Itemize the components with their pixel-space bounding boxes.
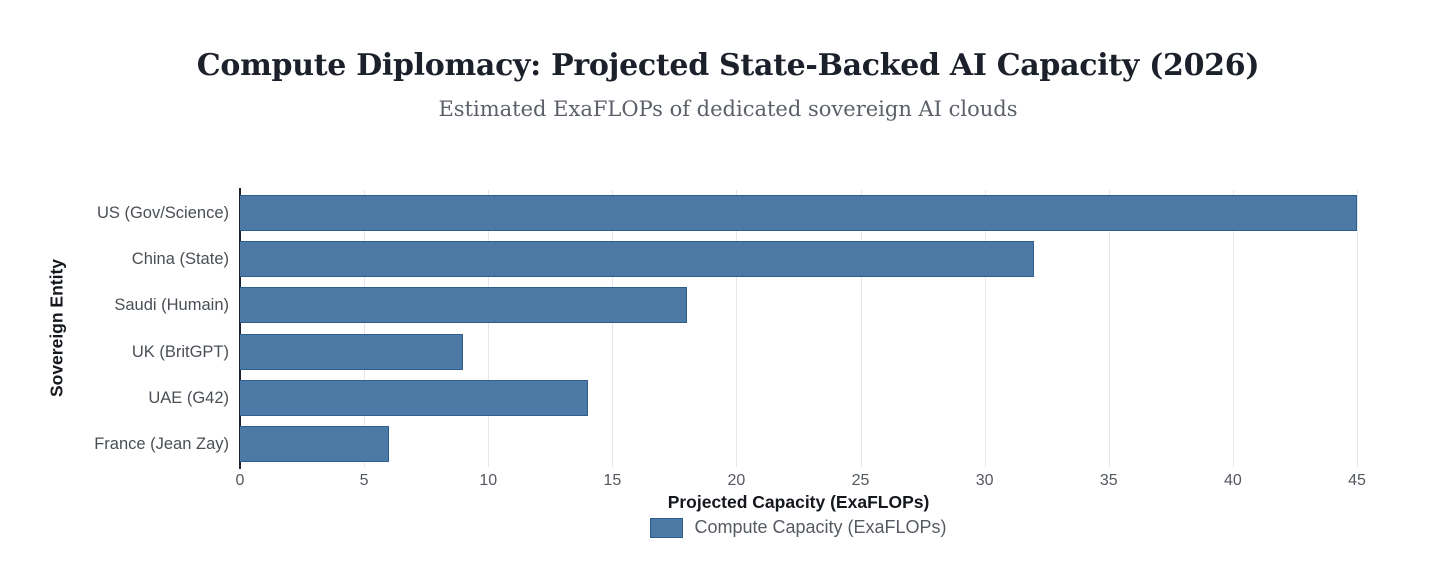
y-tick-label: Saudi (Humain) xyxy=(114,296,229,315)
gridline xyxy=(1357,190,1358,467)
y-tick-label: US (Gov/Science) xyxy=(96,204,229,223)
gridline xyxy=(488,190,490,467)
x-tick-label: 35 xyxy=(1099,472,1118,489)
x-tick-label: 10 xyxy=(479,472,498,489)
y-tick-label: France (Jean Zay) xyxy=(94,434,229,453)
gridline xyxy=(1232,190,1234,467)
x-axis-title: Projected Capacity (ExaFLOPs) xyxy=(667,492,930,512)
y-tick-label: China (State) xyxy=(131,250,229,269)
x-tick-label: 0 xyxy=(235,472,245,489)
legend-label: Compute Capacity (ExaFLOPs) xyxy=(694,517,947,537)
chart-title: Compute Diplomacy: Projected State-Backe… xyxy=(196,48,1260,83)
gridline xyxy=(984,190,986,467)
x-tick-label: 5 xyxy=(359,472,369,489)
x-tick-label: 45 xyxy=(1348,472,1366,489)
x-tick-label: 40 xyxy=(1223,472,1242,489)
y-axis-line xyxy=(239,188,241,469)
x-tick-label: 25 xyxy=(851,472,870,489)
gridline xyxy=(736,190,738,467)
bar xyxy=(240,425,389,462)
bar xyxy=(240,287,687,324)
bar xyxy=(240,333,464,370)
chart-subtitle: Estimated ExaFLOPs of dedicated sovereig… xyxy=(438,97,1018,121)
x-tick-label: 20 xyxy=(727,472,746,489)
plot-area xyxy=(239,188,1358,469)
gridline xyxy=(364,190,366,467)
x-tick-label: 15 xyxy=(603,472,622,489)
y-tick-label: UK (BritGPT) xyxy=(131,342,229,361)
gridline xyxy=(1108,190,1110,467)
gridline xyxy=(612,190,614,467)
gridline xyxy=(860,190,862,467)
legend: Compute Capacity (ExaFLOPs) xyxy=(240,517,1357,538)
x-tick-labels: 0 5 10 15 20 25 30 35 40 45 xyxy=(236,472,1366,492)
bar xyxy=(240,379,588,416)
y-tick-label: UAE (G42) xyxy=(148,388,229,407)
bar xyxy=(240,241,1035,278)
y-tick-labels: US (Gov/Science) China (State) Saudi (Huma… xyxy=(0,190,229,467)
x-tick-label: 30 xyxy=(975,472,994,489)
bar xyxy=(240,195,1357,232)
legend-swatch xyxy=(650,517,684,538)
